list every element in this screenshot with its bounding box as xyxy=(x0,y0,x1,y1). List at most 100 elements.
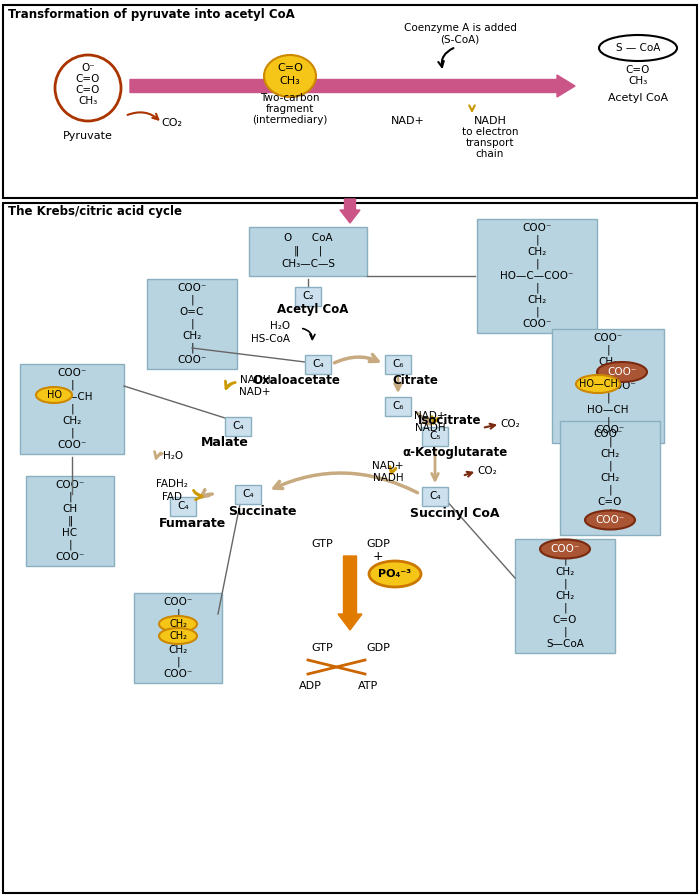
Text: COO⁻: COO⁻ xyxy=(55,552,85,562)
Text: GDP: GDP xyxy=(366,539,390,549)
Bar xyxy=(26,476,114,566)
Text: C₆: C₆ xyxy=(392,401,404,411)
Bar xyxy=(170,496,196,515)
Ellipse shape xyxy=(585,511,635,530)
Text: FADH₂: FADH₂ xyxy=(156,479,188,489)
Text: COO⁻: COO⁻ xyxy=(522,223,552,233)
Text: COO⁻: COO⁻ xyxy=(177,283,206,293)
Text: |: | xyxy=(564,626,567,637)
Text: C₆: C₆ xyxy=(392,359,404,369)
Text: COO⁻: COO⁻ xyxy=(57,368,87,378)
Text: chain: chain xyxy=(476,149,504,159)
Text: (S-CoA): (S-CoA) xyxy=(440,34,480,44)
Text: Two-carbon: Two-carbon xyxy=(260,93,320,103)
Text: |: | xyxy=(190,343,194,353)
Bar xyxy=(147,279,237,369)
Text: GDP: GDP xyxy=(366,643,390,653)
Text: |: | xyxy=(70,380,74,391)
Text: |: | xyxy=(536,306,539,317)
Text: C=O: C=O xyxy=(598,497,622,507)
Text: |: | xyxy=(608,485,612,495)
Text: |: | xyxy=(70,427,74,438)
Ellipse shape xyxy=(159,628,197,644)
Text: COO⁻: COO⁻ xyxy=(55,480,85,490)
Text: NAD+: NAD+ xyxy=(372,461,404,471)
Text: NAD+: NAD+ xyxy=(239,387,271,397)
Text: CO₂: CO₂ xyxy=(162,118,183,128)
Text: COO⁻: COO⁻ xyxy=(595,425,624,435)
Text: COO⁻: COO⁻ xyxy=(595,515,624,525)
Text: C=O: C=O xyxy=(76,74,100,84)
Text: transport: transport xyxy=(466,138,514,148)
Text: COO⁻: COO⁻ xyxy=(177,355,206,365)
Ellipse shape xyxy=(599,35,677,61)
Text: |: | xyxy=(68,539,72,550)
Text: CH₂: CH₂ xyxy=(555,567,575,577)
Text: Acetyl CoA: Acetyl CoA xyxy=(277,303,349,315)
Bar xyxy=(134,593,222,683)
Text: COO⁻: COO⁻ xyxy=(608,367,637,377)
Text: CH₃: CH₃ xyxy=(78,96,97,106)
Text: |: | xyxy=(606,369,610,379)
Text: CH: CH xyxy=(62,504,78,514)
Bar xyxy=(422,487,448,505)
Text: |: | xyxy=(608,461,612,471)
Text: COO⁻: COO⁻ xyxy=(57,440,87,450)
Bar xyxy=(385,397,411,416)
Text: CH₂: CH₂ xyxy=(62,416,82,426)
Ellipse shape xyxy=(597,362,647,382)
Text: C=O: C=O xyxy=(626,65,650,75)
Text: Isocitrate: Isocitrate xyxy=(419,413,482,426)
Text: NADH: NADH xyxy=(474,116,506,126)
Text: to electron: to electron xyxy=(462,127,518,137)
Text: C₄: C₄ xyxy=(242,489,254,499)
Bar xyxy=(249,227,367,275)
Text: CH₂: CH₂ xyxy=(183,331,202,341)
Text: |: | xyxy=(606,392,610,403)
Text: COO⁻: COO⁻ xyxy=(550,543,580,553)
Text: Succinyl CoA: Succinyl CoA xyxy=(410,506,500,520)
Ellipse shape xyxy=(264,55,316,97)
Text: PO₄⁻³: PO₄⁻³ xyxy=(379,569,412,579)
Text: (intermediary): (intermediary) xyxy=(252,115,328,125)
Text: |: | xyxy=(608,436,612,447)
Text: Coenzyme A is added: Coenzyme A is added xyxy=(404,23,517,33)
Text: S—CoA: S—CoA xyxy=(546,639,584,649)
Text: COO⁻: COO⁻ xyxy=(594,333,623,343)
FancyArrow shape xyxy=(340,199,360,223)
Text: Succinate: Succinate xyxy=(228,504,296,518)
Text: COO⁻: COO⁻ xyxy=(594,429,623,439)
Text: C₄: C₄ xyxy=(312,359,324,369)
Text: CH₂: CH₂ xyxy=(601,473,620,483)
Bar xyxy=(305,355,331,374)
Text: ADP: ADP xyxy=(299,681,321,691)
Text: HO: HO xyxy=(46,390,62,400)
Text: CO₂: CO₂ xyxy=(500,419,520,429)
Ellipse shape xyxy=(369,561,421,587)
Text: HC: HC xyxy=(62,528,78,538)
Text: |: | xyxy=(536,259,539,270)
Text: C=O: C=O xyxy=(553,615,578,625)
Text: HC—COO⁻: HC—COO⁻ xyxy=(580,381,636,391)
Text: CH₂: CH₂ xyxy=(169,645,188,655)
Text: Malate: Malate xyxy=(201,435,249,449)
Text: NADH: NADH xyxy=(414,423,445,433)
Text: |: | xyxy=(606,345,610,355)
Bar xyxy=(552,329,664,443)
FancyArrow shape xyxy=(338,556,362,630)
Text: ATP: ATP xyxy=(358,681,378,691)
Bar xyxy=(295,287,321,306)
Text: O=C: O=C xyxy=(180,307,204,317)
Text: |: | xyxy=(564,579,567,590)
Bar xyxy=(560,421,660,535)
Bar xyxy=(515,539,615,653)
Text: HO—CH: HO—CH xyxy=(579,379,617,389)
Text: |: | xyxy=(190,319,194,329)
Text: |: | xyxy=(70,404,74,414)
Text: CH₂: CH₂ xyxy=(169,631,187,641)
Text: C₅: C₅ xyxy=(429,431,441,441)
Text: C=O: C=O xyxy=(76,85,100,95)
Text: CH₂: CH₂ xyxy=(527,295,547,305)
Text: COO⁻: COO⁻ xyxy=(550,544,580,554)
Text: FAD: FAD xyxy=(162,492,182,502)
